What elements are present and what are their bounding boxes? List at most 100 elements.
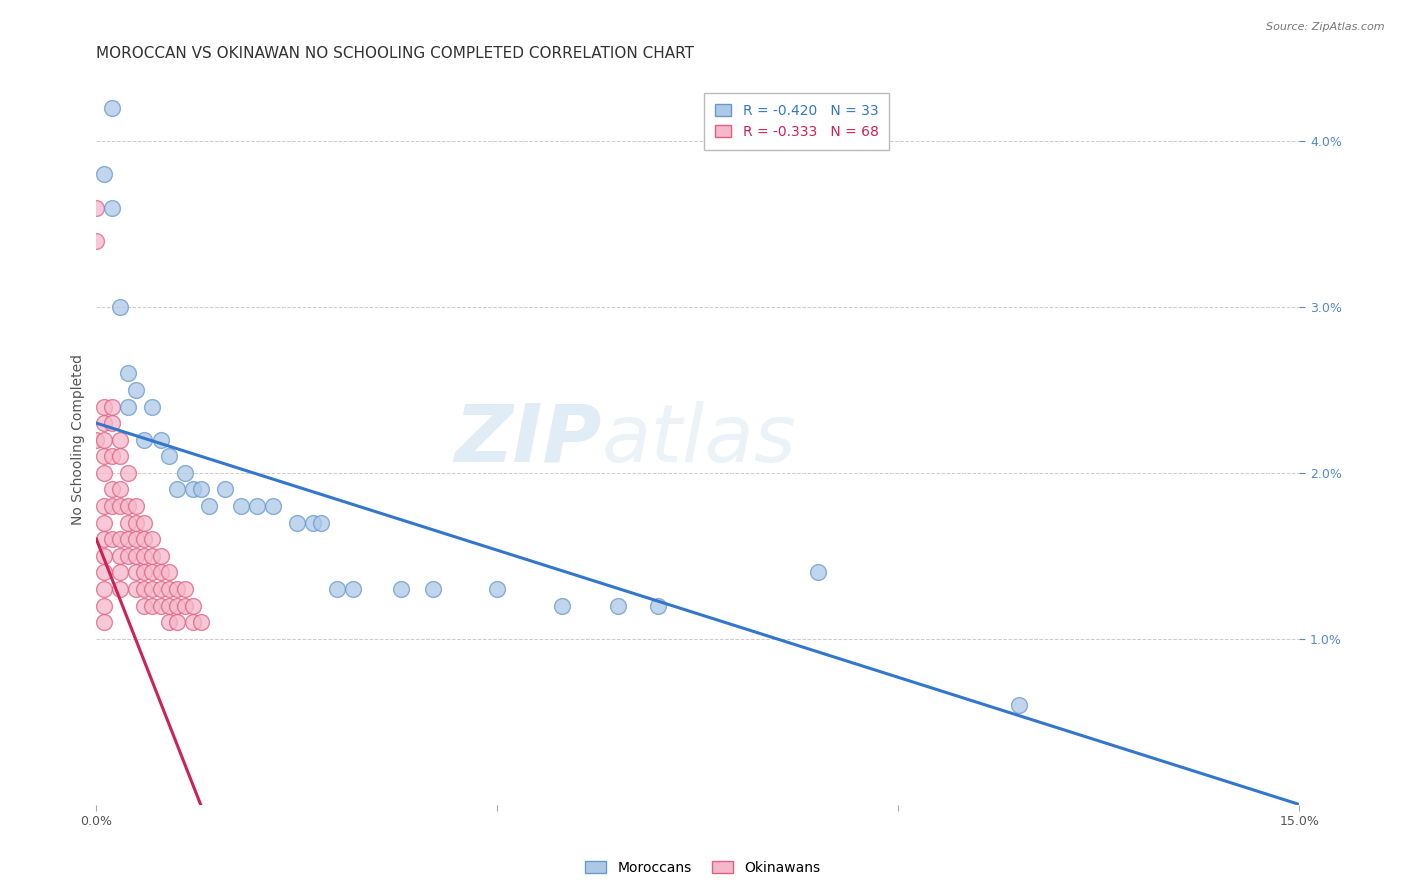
Point [101, 400, 124, 414]
Point [157, 615, 180, 629]
Point [166, 615, 188, 629]
Point [134, 599, 156, 613]
Point [166, 483, 188, 497]
Point [93, 416, 115, 430]
Point [101, 416, 124, 430]
Point [157, 566, 180, 580]
Point [181, 615, 204, 629]
Point [93, 582, 115, 596]
Point [117, 532, 139, 546]
Point [181, 483, 204, 497]
Point [125, 549, 148, 563]
Point [101, 532, 124, 546]
Point [807, 566, 830, 580]
Point [93, 516, 115, 530]
Point [157, 582, 180, 596]
Point [134, 433, 156, 447]
Point [149, 582, 172, 596]
Point [125, 582, 148, 596]
Point [190, 483, 212, 497]
Point [93, 599, 115, 613]
Point [422, 582, 444, 596]
Point [157, 599, 180, 613]
Point [125, 532, 148, 546]
Point [141, 566, 163, 580]
Point [246, 499, 269, 513]
Legend: R = -0.420   N = 33, R = -0.333   N = 68: R = -0.420 N = 33, R = -0.333 N = 68 [703, 93, 890, 150]
Point [125, 566, 148, 580]
Point [93, 167, 115, 181]
Point [93, 549, 115, 563]
Point [166, 582, 188, 596]
Point [389, 582, 412, 596]
Point [141, 582, 163, 596]
Point [326, 582, 349, 596]
Point [86, 201, 108, 215]
Text: atlas: atlas [602, 401, 796, 479]
Point [309, 516, 332, 530]
Point [125, 499, 148, 513]
Point [181, 599, 204, 613]
Point [101, 201, 124, 215]
Point [214, 483, 236, 497]
Point [134, 516, 156, 530]
Point [134, 549, 156, 563]
Point [125, 383, 148, 397]
Point [157, 450, 180, 464]
Point [190, 615, 212, 629]
Point [606, 599, 628, 613]
Point [197, 499, 219, 513]
Point [173, 466, 195, 480]
Point [285, 516, 308, 530]
Point [342, 582, 364, 596]
Point [93, 400, 115, 414]
Point [86, 433, 108, 447]
Point [110, 549, 132, 563]
Point [647, 599, 669, 613]
Point [117, 367, 139, 381]
Point [93, 499, 115, 513]
Point [134, 582, 156, 596]
Point [141, 532, 163, 546]
Point [117, 499, 139, 513]
Point [117, 516, 139, 530]
Point [110, 532, 132, 546]
Point [149, 566, 172, 580]
Point [1008, 698, 1031, 712]
Point [141, 599, 163, 613]
Point [93, 532, 115, 546]
Point [93, 433, 115, 447]
Point [173, 582, 195, 596]
Point [149, 599, 172, 613]
Point [134, 566, 156, 580]
Point [110, 450, 132, 464]
Point [86, 234, 108, 248]
Point [229, 499, 252, 513]
Legend: Moroccans, Okinawans: Moroccans, Okinawans [579, 855, 827, 880]
Text: Source: ZipAtlas.com: Source: ZipAtlas.com [1267, 22, 1385, 32]
Point [117, 466, 139, 480]
Point [110, 433, 132, 447]
Point [110, 499, 132, 513]
Point [173, 599, 195, 613]
Point [141, 400, 163, 414]
Point [486, 582, 509, 596]
Point [110, 483, 132, 497]
Point [262, 499, 284, 513]
Point [166, 599, 188, 613]
Point [117, 549, 139, 563]
Point [550, 599, 572, 613]
Point [93, 615, 115, 629]
Point [110, 582, 132, 596]
Point [141, 549, 163, 563]
Point [149, 549, 172, 563]
Text: MOROCCAN VS OKINAWAN NO SCHOOLING COMPLETED CORRELATION CHART: MOROCCAN VS OKINAWAN NO SCHOOLING COMPLE… [97, 46, 695, 62]
Point [110, 566, 132, 580]
Point [93, 566, 115, 580]
Point [101, 450, 124, 464]
Point [101, 101, 124, 115]
Point [101, 499, 124, 513]
Point [101, 483, 124, 497]
Point [149, 433, 172, 447]
Y-axis label: No Schooling Completed: No Schooling Completed [72, 354, 86, 525]
